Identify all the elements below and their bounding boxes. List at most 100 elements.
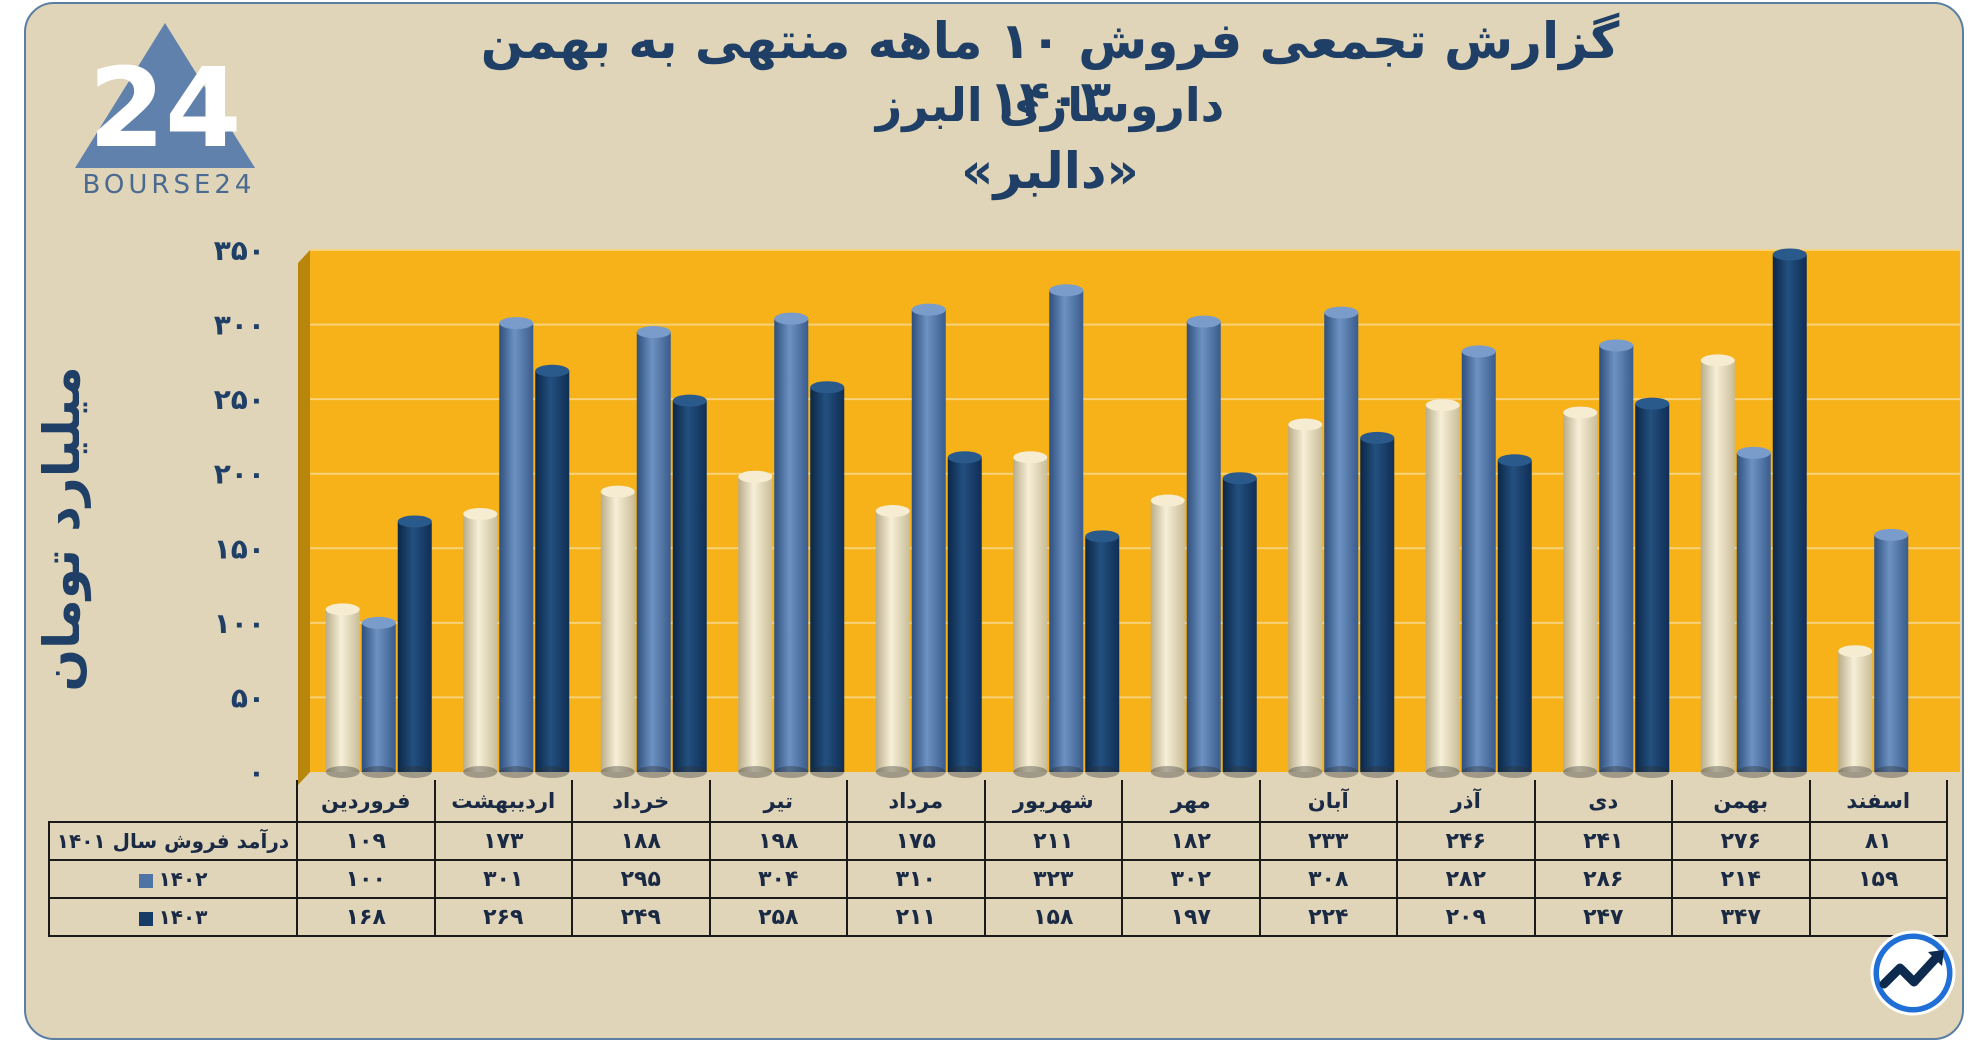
data-label: ۳۰۲ (1121, 859, 1261, 899)
table-corner (49, 780, 297, 822)
bar (499, 323, 534, 772)
bar-base (1186, 766, 1221, 778)
chart-title: گزارش تجمعی فروش ۱۰ ماهه منتهی به بهمن ۱… (480, 12, 1620, 128)
bar-base (535, 766, 570, 778)
bar-cap (600, 485, 635, 498)
data-label: ۲۱۴ (1671, 859, 1811, 899)
data-label: ۲۴۷ (1533, 897, 1673, 937)
row-label: درآمد فروش سال ۱۴۰۱ (48, 821, 298, 861)
data-label: ۸۱ (1808, 821, 1948, 861)
y-tick-label: ۱۵۰ (214, 532, 265, 565)
bar-base (810, 766, 845, 778)
bar-base (947, 766, 982, 778)
data-label: ۳۱۰ (846, 859, 986, 899)
bar (1772, 254, 1807, 772)
bar-cap (911, 303, 946, 316)
bar-cap (1222, 472, 1257, 485)
bar-cap (875, 505, 910, 517)
chart-ticker: «دالبر» (961, 142, 1139, 200)
legend-swatch (138, 911, 153, 926)
bar-cap (1288, 418, 1323, 431)
data-label: ۱۸۸ (571, 821, 711, 861)
bar-cap (1461, 345, 1496, 358)
data-label: ۲۹۵ (571, 859, 711, 899)
category-label: تیر (708, 780, 848, 823)
bar-cap (947, 451, 982, 464)
data-label: ۱۵۹ (1808, 859, 1948, 899)
data-label: ۲۱۱ (983, 821, 1123, 861)
category-label: خرداد (571, 780, 711, 823)
data-label: ۱۹۸ (708, 821, 848, 861)
bar (600, 491, 635, 772)
bar (810, 387, 845, 772)
bar-base (1838, 766, 1873, 778)
bar-base (1599, 766, 1634, 778)
bars (325, 248, 1909, 778)
bar (875, 511, 910, 772)
data-label: ۲۴۱ (1533, 821, 1673, 861)
y-tick-label: ۲۵۰ (214, 383, 265, 416)
category-label: آذر (1396, 780, 1536, 823)
data-label: ۱۷۵ (846, 821, 986, 861)
bar (911, 309, 946, 772)
data-table: فروردین اردیبهشت خرداد تیر مرداد شهریور مهر آبا… (48, 780, 1948, 937)
data-label: ۲۱۱ (846, 897, 986, 937)
legend-swatch (138, 873, 153, 888)
category-label: مرداد (846, 780, 986, 823)
bar (463, 513, 498, 772)
bar-base (361, 766, 396, 778)
y-tick-label: ۲۰۰ (214, 458, 265, 491)
bar (947, 457, 982, 772)
bar-cap (636, 326, 671, 339)
gridlines (310, 249, 1960, 699)
bar-cap (325, 603, 360, 616)
category-label: فروردین (296, 780, 436, 823)
bar-base (1772, 766, 1807, 778)
category-label: اسفند (1808, 780, 1948, 823)
bar-cap (1324, 306, 1359, 319)
logo-mark: 24 (88, 44, 241, 172)
data-label: ۲۰۹ (1396, 897, 1536, 937)
bar-cap (1563, 406, 1598, 419)
bar-base (911, 766, 946, 778)
bar (1700, 360, 1735, 772)
bar-cap (1838, 645, 1873, 658)
bar (1635, 403, 1670, 772)
data-label: ۱۹۷ (1121, 897, 1261, 937)
bar-base (1635, 766, 1670, 778)
data-label: ۲۸۶ (1533, 859, 1673, 899)
category-label: بهمن (1671, 780, 1811, 823)
bar-base (1360, 766, 1395, 778)
table-header-row: فروردین اردیبهشت خرداد تیر مرداد شهریور مهر آبا… (49, 780, 1948, 823)
data-label (1808, 897, 1948, 937)
bar-cap (774, 312, 809, 325)
bar-cap (1700, 354, 1735, 367)
data-label: ۲۴۹ (571, 897, 711, 937)
bar (1288, 424, 1323, 772)
data-label: ۳۰۴ (708, 859, 848, 899)
bar-cap (1013, 451, 1048, 464)
bar-base (1288, 766, 1323, 778)
bar (1222, 478, 1257, 772)
bar-base (1013, 766, 1048, 778)
bar-base (1150, 766, 1185, 778)
bar-cap (499, 317, 534, 330)
trend-chart-icon (1870, 930, 1956, 1016)
bar-base (600, 766, 635, 778)
category-label: دی (1533, 780, 1673, 823)
bar-cap (672, 394, 707, 407)
bar-cap (1425, 399, 1460, 412)
bar (535, 370, 570, 772)
bar (1461, 351, 1496, 772)
bar (1425, 405, 1460, 772)
row-label: ۱۴۰۲ (48, 859, 298, 899)
category-label: آبان (1258, 780, 1398, 823)
bar-base (636, 766, 671, 778)
bar (1563, 412, 1598, 772)
bar (1360, 437, 1395, 772)
bar (1186, 321, 1221, 772)
bar-cap (738, 470, 773, 483)
bar-cap (1360, 431, 1395, 444)
y-tick-label: ۳۵۰ (214, 234, 265, 267)
